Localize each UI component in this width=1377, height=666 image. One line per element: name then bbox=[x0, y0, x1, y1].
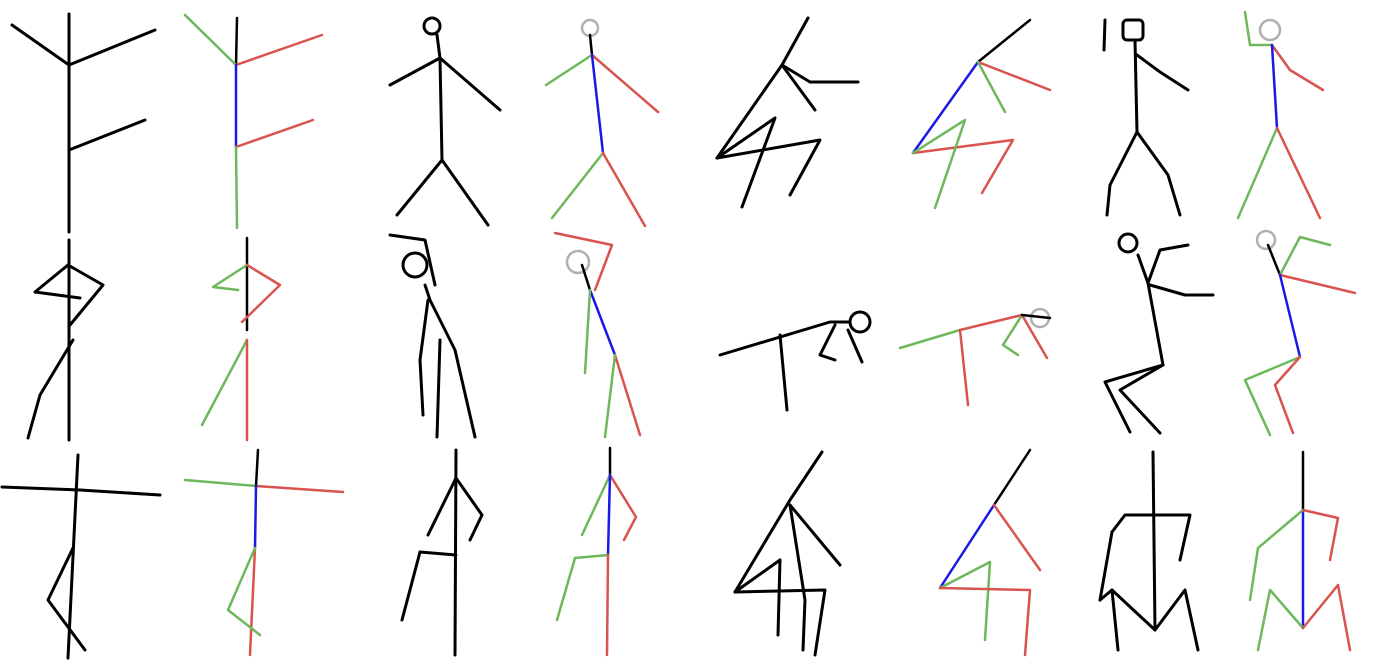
sketch bbox=[388, 233, 477, 439]
skeleton bbox=[911, 18, 1052, 210]
sketch bbox=[1102, 18, 1190, 217]
skeleton bbox=[183, 448, 345, 657]
sketch bbox=[10, 12, 157, 234]
sketch bbox=[26, 238, 105, 442]
sketch bbox=[400, 448, 484, 657]
skeleton bbox=[898, 307, 1052, 407]
sketch bbox=[1098, 450, 1200, 652]
skeleton bbox=[1236, 10, 1325, 220]
skeleton bbox=[555, 446, 638, 657]
skeleton bbox=[183, 13, 324, 230]
sketch bbox=[733, 450, 842, 657]
sketch bbox=[388, 16, 502, 227]
sketch bbox=[0, 453, 162, 660]
skeleton bbox=[1248, 450, 1352, 652]
sketch bbox=[718, 310, 872, 412]
skeleton bbox=[553, 231, 642, 439]
sketch bbox=[715, 16, 860, 209]
skeleton bbox=[200, 236, 282, 442]
skeleton bbox=[544, 18, 660, 228]
sketch bbox=[1103, 232, 1215, 435]
skeleton bbox=[938, 448, 1042, 657]
skeleton bbox=[1243, 229, 1357, 437]
